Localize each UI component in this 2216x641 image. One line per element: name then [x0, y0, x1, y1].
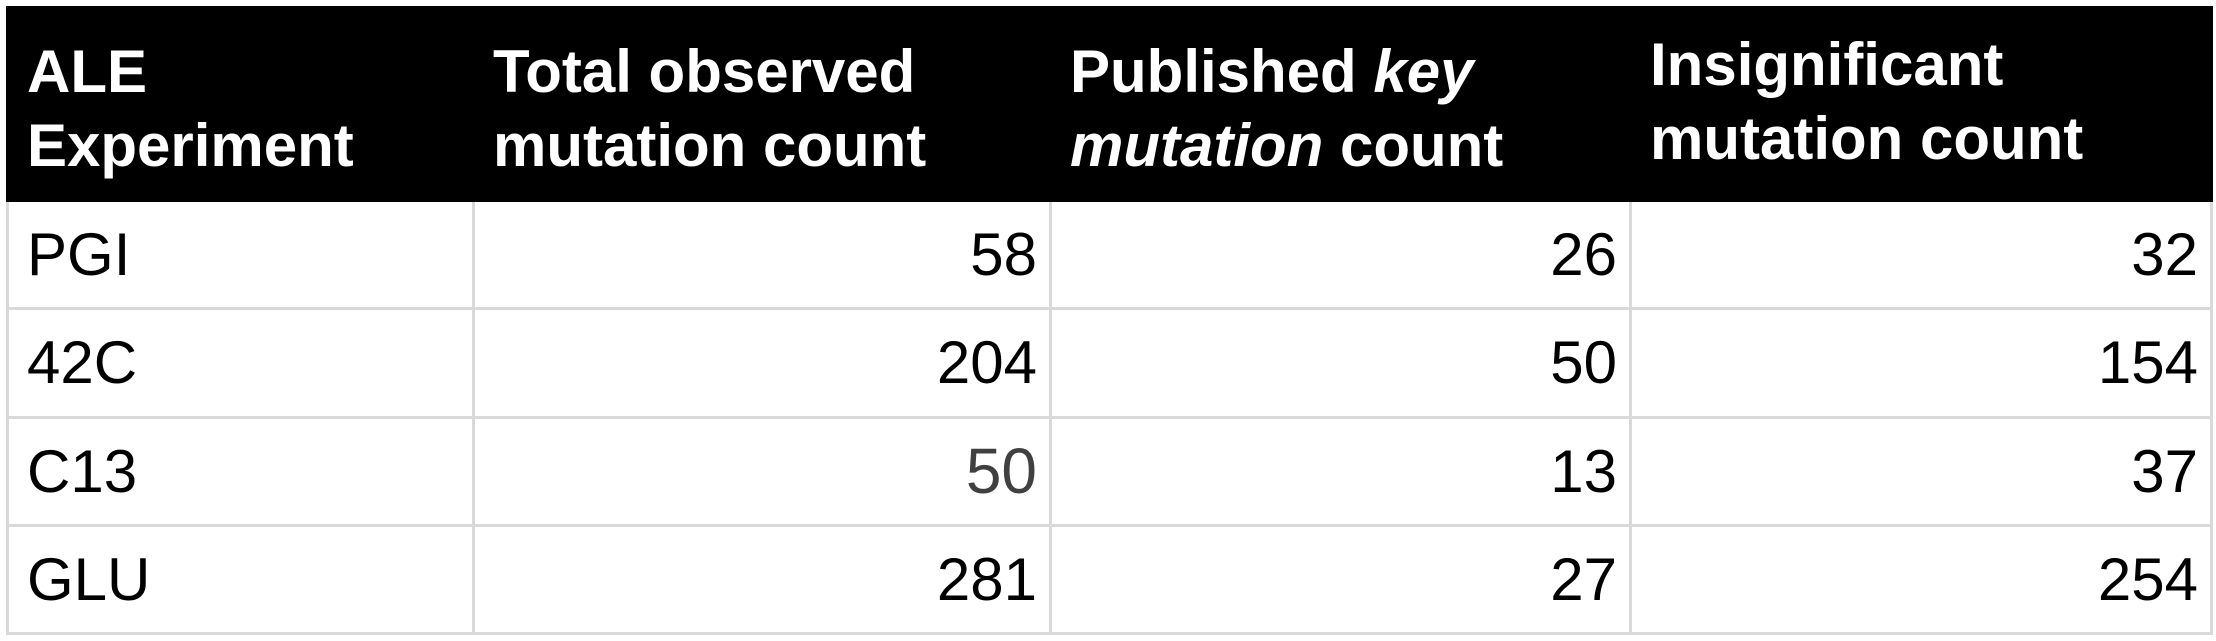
experiment-cell: PGI [6, 198, 475, 311]
header-published-key: Published key mutation count [1049, 6, 1632, 202]
table-row: GLU 281 27 254 [6, 523, 2213, 636]
table-row: PGI 58 26 32 [6, 198, 2213, 311]
insignificant-cell: 37 [1629, 415, 2213, 527]
key-cell: 26 [1049, 198, 1632, 311]
experiment-cell: 42C [6, 307, 475, 419]
header-col3-plain-b: count [1323, 112, 1504, 179]
key-cell: 13 [1049, 415, 1632, 527]
experiment-cell: GLU [6, 523, 475, 636]
insignificant-cell: 254 [1629, 523, 2213, 636]
insignificant-cell: 32 [1629, 198, 2213, 311]
header-col2-line2: mutation count [493, 112, 927, 179]
total-cell: 281 [472, 523, 1052, 636]
header-col1-line2: Experiment [27, 112, 354, 179]
header-col4-line1: Insignificant [1650, 31, 2004, 98]
insignificant-cell: 154 [1629, 307, 2213, 419]
header-insignificant: Insignificant mutation count [1629, 6, 2213, 202]
key-cell: 27 [1049, 523, 1632, 636]
total-cell: 50 [472, 415, 1052, 527]
header-total-observed: Total observed mutation count [472, 6, 1052, 202]
table-header: ALE Experiment Total observed mutation c… [6, 6, 2213, 202]
header-col1-line1: ALE [27, 38, 147, 105]
table-row: 42C 204 50 154 [6, 307, 2213, 419]
header-col4-line2: mutation count [1650, 105, 2084, 172]
mutation-count-table: ALE Experiment Total observed mutation c… [6, 6, 2213, 636]
experiment-cell: C13 [6, 415, 475, 527]
header-col3-plain-a: Published [1070, 38, 1374, 105]
header-col2-line1: Total observed [493, 38, 916, 105]
table-body: PGI 58 26 32 42C 204 50 154 C13 50 13 37… [6, 198, 2213, 636]
total-cell: 204 [472, 307, 1052, 419]
header-col3-italic-b: mutation [1070, 112, 1324, 179]
table-row: C13 50 13 37 [6, 415, 2213, 527]
header-ale-experiment: ALE Experiment [6, 6, 475, 202]
header-row: ALE Experiment Total observed mutation c… [6, 6, 2213, 202]
header-col3-italic-a: key [1373, 38, 1474, 105]
key-cell: 50 [1049, 307, 1632, 419]
total-cell: 58 [472, 198, 1052, 311]
